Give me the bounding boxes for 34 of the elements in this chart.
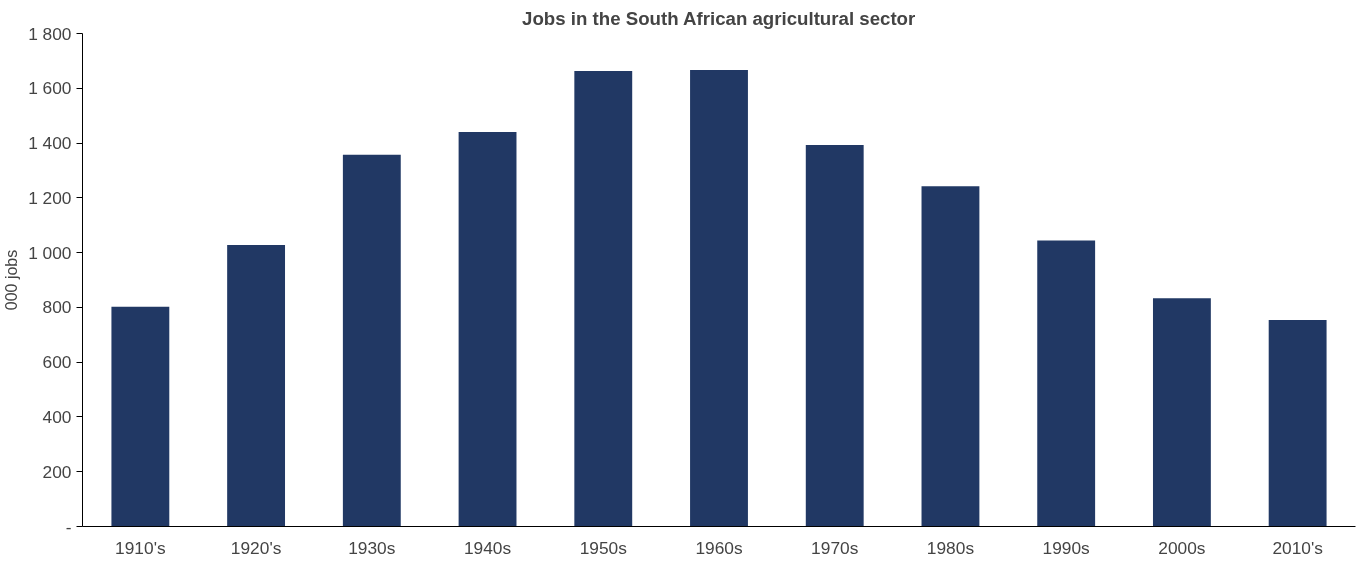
bar — [690, 69, 748, 527]
x-tick-label: 1910's — [115, 537, 166, 558]
bar — [1268, 319, 1327, 527]
bar — [342, 154, 401, 527]
x-tick-label: 1930s — [348, 537, 396, 558]
y-tick-label: 1 000 — [28, 242, 72, 263]
x-tick-label: 1940s — [463, 537, 512, 558]
y-tick-label: 1 600 — [28, 78, 72, 99]
y-tick-label: 400 — [42, 406, 72, 427]
y-tick-label: - — [65, 516, 72, 537]
x-tick-label: 1920's — [230, 537, 282, 558]
y-axis-title: 000 jobs — [3, 249, 21, 311]
bar — [1037, 240, 1096, 527]
y-tick-label: 1 200 — [28, 187, 72, 208]
x-tick-label: 1980s — [926, 537, 975, 558]
bar — [458, 132, 517, 527]
bar — [805, 144, 864, 527]
bar — [1152, 298, 1211, 527]
x-tick-label: 1970s — [811, 537, 859, 558]
bar — [111, 306, 170, 527]
y-tick-label: 1 400 — [28, 133, 72, 154]
x-tick-label: 1990s — [1042, 537, 1091, 558]
x-tick-label: 1950s — [579, 537, 628, 558]
y-tick-label: 800 — [42, 297, 72, 318]
y-tick-label: 600 — [42, 352, 72, 373]
x-tick-label: 1960s — [695, 537, 743, 558]
bar — [574, 71, 633, 527]
x-tick-label: 2000s — [1158, 537, 1206, 558]
y-tick-label: 1 800 — [28, 23, 72, 44]
chart-title: Jobs in the South African agricultural sector — [522, 7, 916, 29]
y-tick-label: 200 — [42, 461, 72, 482]
bar — [227, 244, 286, 527]
x-tick-label: 2010's — [1272, 537, 1324, 558]
bar — [921, 186, 980, 527]
